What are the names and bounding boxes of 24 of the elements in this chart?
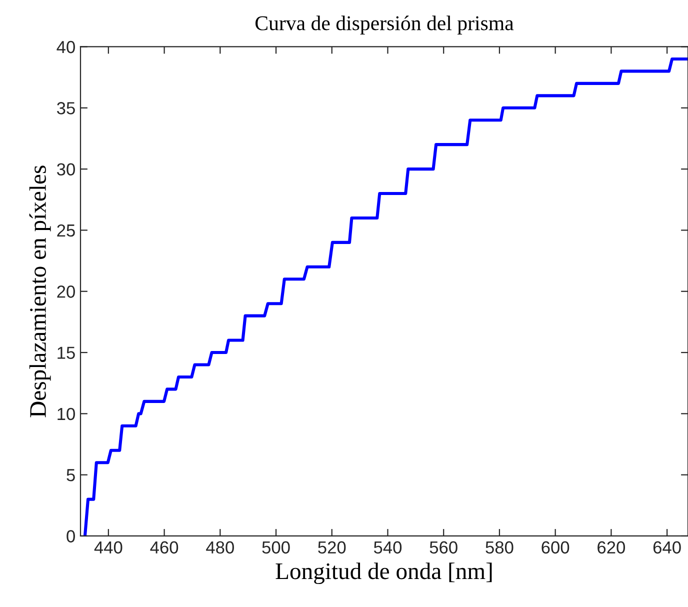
y-tick-label: 20 — [57, 286, 75, 298]
y-tick-label: 30 — [56, 163, 75, 176]
x-tick-label: 600 — [542, 541, 570, 554]
y-tick-label: 35 — [56, 102, 75, 114]
x-tick-label: 440 — [94, 541, 122, 554]
y-tick-label: 10 — [58, 408, 75, 420]
x-tick-label: 580 — [486, 541, 514, 554]
x-tick-label: 480 — [206, 541, 234, 554]
line-series — [83, 57, 688, 536]
y-tick-label: 40 — [56, 40, 75, 54]
y-tick-label: 25 — [57, 224, 75, 237]
x-tick-label: 460 — [150, 541, 178, 554]
x-tick-label: 540 — [374, 541, 402, 554]
x-axis-title: Longitud de onda [nm] — [276, 562, 492, 584]
x-tick-label: 640 — [653, 541, 681, 554]
y-tick-label: 0 — [66, 530, 75, 542]
x-tick-label: 620 — [598, 541, 625, 554]
x-tick-label: 560 — [430, 541, 458, 554]
x-tick-label: 520 — [318, 541, 346, 554]
x-tick-label: 500 — [262, 541, 290, 554]
chart-title: Curva de dispersión del prisma — [256, 16, 514, 35]
y-tick-label: 5 — [66, 469, 75, 482]
y-axis-title: Desplazamiento en píxeles — [29, 166, 51, 418]
y-tick-label: 15 — [58, 346, 75, 359]
